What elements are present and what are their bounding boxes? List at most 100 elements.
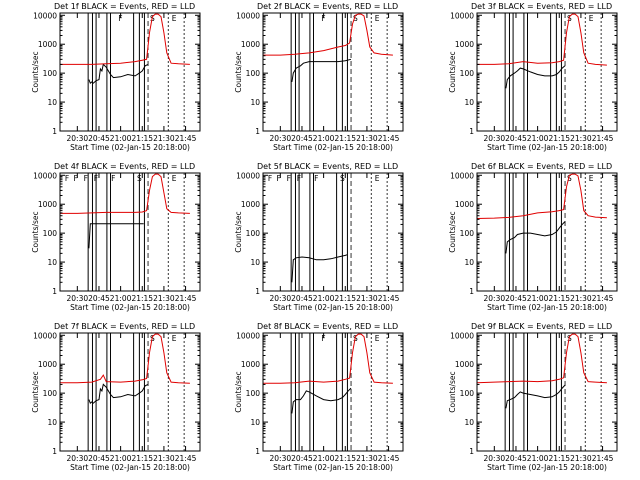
segment-label: E — [589, 174, 594, 183]
plot-title: Det 9f BLACK = Events, RED = LLD — [471, 322, 612, 331]
x-tick-label: 21:45 — [175, 134, 197, 143]
segment-label: E — [172, 14, 177, 23]
x-tick-label: 21:45 — [175, 294, 197, 303]
y-tick-label: 1 — [52, 287, 57, 296]
x-tick-label: 20:45 — [505, 454, 527, 463]
y-tick-label: 10000 — [450, 171, 474, 180]
x-axis-label: Start Time (02-Jan-15 20:18:00) — [70, 143, 190, 152]
y-tick-label: 10000 — [236, 11, 260, 20]
segment-label: E — [589, 14, 594, 23]
y-tick-label: 100 — [460, 389, 475, 398]
y-tick-label: 1000 — [455, 40, 474, 49]
y-tick-label: 100 — [460, 69, 475, 78]
events-series-line — [88, 223, 144, 249]
x-axis-label: Start Time (02-Jan-15 20:18:00) — [487, 463, 607, 472]
x-tick-label: 21:15 — [131, 134, 153, 143]
x-tick-label: 20:30 — [67, 294, 89, 303]
segment-label: F — [74, 174, 78, 183]
y-tick-label: 1 — [255, 287, 260, 296]
segment-label: F — [84, 174, 88, 183]
x-tick-label: 21:15 — [548, 134, 570, 143]
x-tick-label: 20:30 — [67, 454, 89, 463]
x-tick-label: 20:45 — [88, 294, 110, 303]
y-tick-label: 1 — [469, 127, 474, 136]
y-tick-label: 100 — [43, 69, 58, 78]
y-tick-label: 10 — [47, 258, 57, 267]
x-tick-label: 21:00 — [313, 134, 335, 143]
plot-title: Det 5f BLACK = Events, RED = LLD — [257, 162, 398, 171]
plot-title: Det 1f BLACK = Events, RED = LLD — [54, 2, 195, 11]
plot-title: Det 8f BLACK = Events, RED = LLD — [257, 322, 398, 331]
x-tick-label: 21:30 — [356, 294, 378, 303]
x-tick-label: 20:45 — [291, 134, 313, 143]
segment-label: F — [118, 14, 122, 23]
y-tick-label: 10 — [464, 98, 474, 107]
segment-label: F — [321, 334, 325, 343]
y-tick-label: 1000 — [38, 360, 57, 369]
plot-frame — [262, 172, 404, 292]
y-tick-label: 10000 — [236, 171, 260, 180]
y-tick-label: 10 — [250, 98, 260, 107]
x-axis-label: Start Time (02-Jan-15 20:18:00) — [487, 143, 607, 152]
y-tick-label: 1 — [469, 447, 474, 456]
events-series-line — [291, 58, 352, 82]
lld-series-line — [60, 173, 190, 214]
x-tick-label: 21:30 — [153, 294, 175, 303]
x-tick-label: 21:45 — [378, 134, 400, 143]
x-tick-label: 20:45 — [291, 454, 313, 463]
x-tick-label: 20:30 — [270, 454, 292, 463]
segment-label: F — [287, 174, 291, 183]
lld-series-line — [477, 13, 607, 66]
segment-label: E — [375, 14, 380, 23]
segment-label: F — [268, 174, 272, 183]
segment-label: E — [589, 334, 594, 343]
x-tick-label: 21:00 — [110, 294, 132, 303]
segment-label: E — [375, 174, 380, 183]
events-series-line — [88, 63, 149, 85]
lld-series-line — [476, 333, 607, 384]
y-tick-label: 1000 — [241, 360, 260, 369]
y-axis-label: Counts/sec — [31, 371, 40, 412]
x-axis-label: Start Time (02-Jan-15 20:18:00) — [70, 463, 190, 472]
x-tick-label: 21:15 — [334, 294, 356, 303]
plot-title: Det 2f BLACK = Events, RED = LLD — [257, 2, 398, 11]
x-tick-label: 21:00 — [527, 294, 549, 303]
segment-label: F — [321, 14, 325, 23]
y-tick-label: 100 — [43, 229, 58, 238]
x-axis-label: Start Time (02-Jan-15 20:18:00) — [70, 303, 190, 312]
x-tick-label: 20:45 — [88, 134, 110, 143]
y-tick-label: 1000 — [241, 40, 260, 49]
events-series-line — [88, 383, 149, 405]
x-tick-label: 21:30 — [153, 134, 175, 143]
events-series-line — [291, 387, 352, 414]
segment-label: S — [340, 174, 345, 183]
y-tick-label: 100 — [43, 389, 58, 398]
x-tick-label: 21:45 — [592, 454, 614, 463]
x-tick-label: 21:00 — [110, 134, 132, 143]
x-tick-label: 20:30 — [270, 134, 292, 143]
y-tick-label: 1000 — [241, 200, 260, 209]
y-tick-label: 100 — [246, 389, 261, 398]
y-tick-label: 100 — [246, 229, 261, 238]
x-tick-label: 20:45 — [505, 134, 527, 143]
lld-series-line — [60, 333, 190, 384]
x-tick-label: 21:30 — [570, 294, 592, 303]
x-tick-label: 21:00 — [527, 454, 549, 463]
x-tick-label: 21:15 — [548, 294, 570, 303]
y-tick-label: 1 — [255, 127, 260, 136]
plot-frame — [59, 12, 201, 132]
y-tick-label: 1 — [52, 127, 57, 136]
x-tick-label: 21:00 — [527, 134, 549, 143]
events-series-line — [505, 384, 566, 409]
y-tick-label: 10000 — [450, 11, 474, 20]
x-tick-label: 21:30 — [356, 454, 378, 463]
lld-series-line — [263, 333, 393, 384]
x-tick-label: 20:45 — [88, 454, 110, 463]
lld-series-line — [263, 13, 393, 56]
x-tick-label: 21:15 — [131, 294, 153, 303]
y-tick-label: 10000 — [33, 171, 57, 180]
y-tick-label: 1 — [469, 287, 474, 296]
